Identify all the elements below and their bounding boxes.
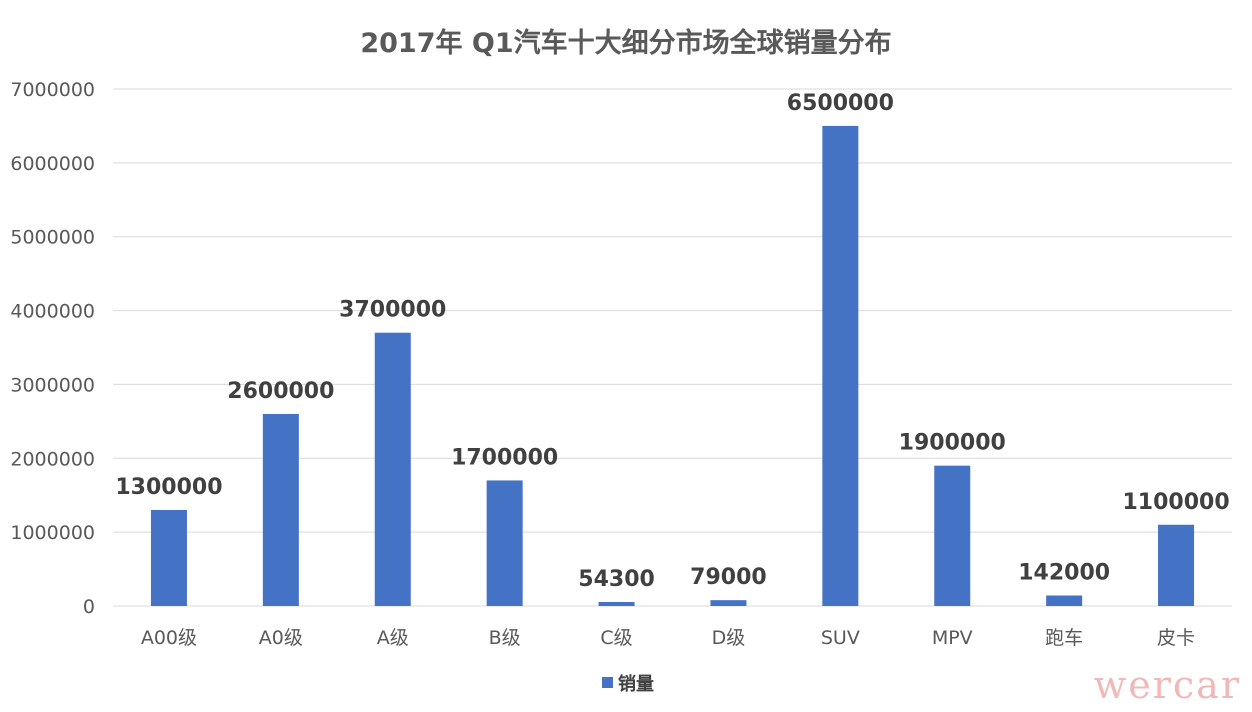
data-label: 6500000	[787, 91, 894, 116]
bar	[710, 600, 747, 606]
bar	[1158, 524, 1195, 606]
y-tick-label: 6000000	[10, 153, 95, 175]
bar	[486, 480, 523, 606]
x-tick-label: A00级	[141, 627, 197, 649]
data-label: 1900000	[899, 431, 1006, 456]
bar	[374, 332, 411, 606]
x-tick-label: 皮卡	[1157, 627, 1195, 649]
watermark: wercar	[1094, 663, 1241, 707]
bars	[150, 125, 1195, 606]
y-tick-label: 4000000	[10, 301, 95, 323]
gridlines	[113, 88, 1232, 607]
legend-swatch	[602, 677, 613, 688]
data-label: 1300000	[115, 475, 222, 500]
x-tick-label: A0级	[259, 627, 303, 649]
x-tick-label: SUV	[821, 627, 860, 649]
y-axis-tick-labels: 0 1000000 2000000 3000000 4000000 5000000 6000…	[10, 79, 95, 618]
x-tick-label: D级	[712, 627, 746, 649]
y-tick-label: 3000000	[10, 374, 95, 396]
data-label: 1700000	[451, 445, 558, 470]
data-label: 2600000	[227, 379, 334, 404]
y-tick-label: 2000000	[10, 448, 95, 470]
x-tick-label: 跑车	[1045, 627, 1083, 649]
x-axis-category-labels: A00级 A0级 A级 B级 C级 D级 SUV MPV 跑车 皮卡	[141, 627, 1195, 649]
bar	[150, 509, 187, 606]
data-label: 79000	[690, 565, 767, 590]
x-tick-label: B级	[489, 627, 521, 649]
bar	[262, 413, 299, 606]
y-tick-label: 5000000	[10, 227, 95, 249]
data-labels: 1300000 2600000 3700000 1700000 54300 79000 65…	[115, 91, 1229, 592]
y-tick-label: 1000000	[10, 522, 95, 544]
x-tick-label: C级	[600, 627, 632, 649]
data-label: 142000	[1018, 561, 1110, 586]
legend: 销量	[602, 673, 654, 695]
y-tick-label: 0	[83, 596, 95, 618]
x-tick-label: MPV	[932, 627, 973, 649]
bar	[822, 125, 859, 606]
data-label: 54300	[578, 567, 655, 592]
data-label: 1100000	[1122, 490, 1229, 515]
bar	[1046, 595, 1083, 606]
bar	[934, 465, 971, 606]
chart-title: 2017年 Q1汽车十大细分市场全球销量分布	[360, 27, 891, 59]
x-tick-label: A级	[377, 627, 409, 649]
data-label: 3700000	[339, 298, 446, 323]
legend-label: 销量	[618, 673, 654, 695]
bar	[598, 601, 635, 606]
y-tick-label: 7000000	[10, 79, 95, 101]
